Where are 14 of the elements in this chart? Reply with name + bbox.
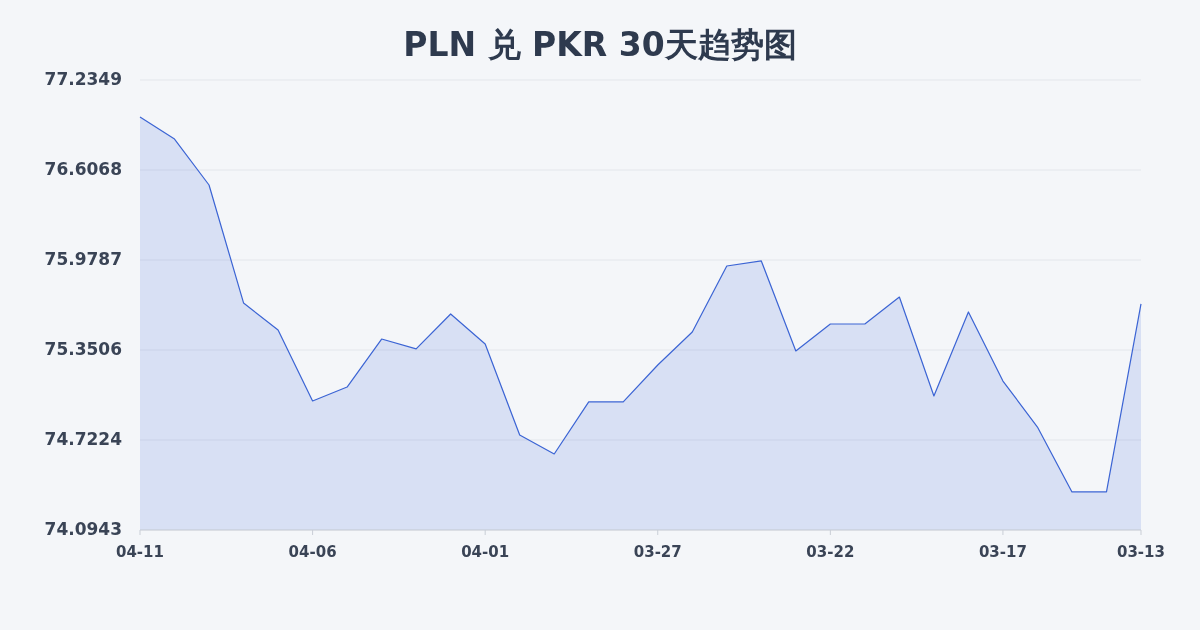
y-tick-label: 77.2349 <box>44 69 122 89</box>
x-tick-label: 03-27 <box>633 542 682 561</box>
x-tick-label: 03-13 <box>1117 542 1165 561</box>
y-tick-label: 76.6068 <box>44 159 122 179</box>
chart-title: PLN 兑 PKR 30天趋势图 <box>403 24 797 64</box>
y-tick-label: 74.0943 <box>44 519 122 539</box>
y-tick-label: 74.7224 <box>44 429 123 449</box>
x-tick-label: 03-22 <box>806 542 855 561</box>
x-tick-label: 04-11 <box>116 542 164 561</box>
x-tick-label: 04-01 <box>461 542 510 561</box>
x-tick-label: 03-17 <box>978 542 1027 561</box>
y-tick-label: 75.3506 <box>44 338 122 359</box>
x-tick-label: 04-06 <box>288 542 337 561</box>
y-tick-label: 75.9787 <box>44 248 122 269</box>
